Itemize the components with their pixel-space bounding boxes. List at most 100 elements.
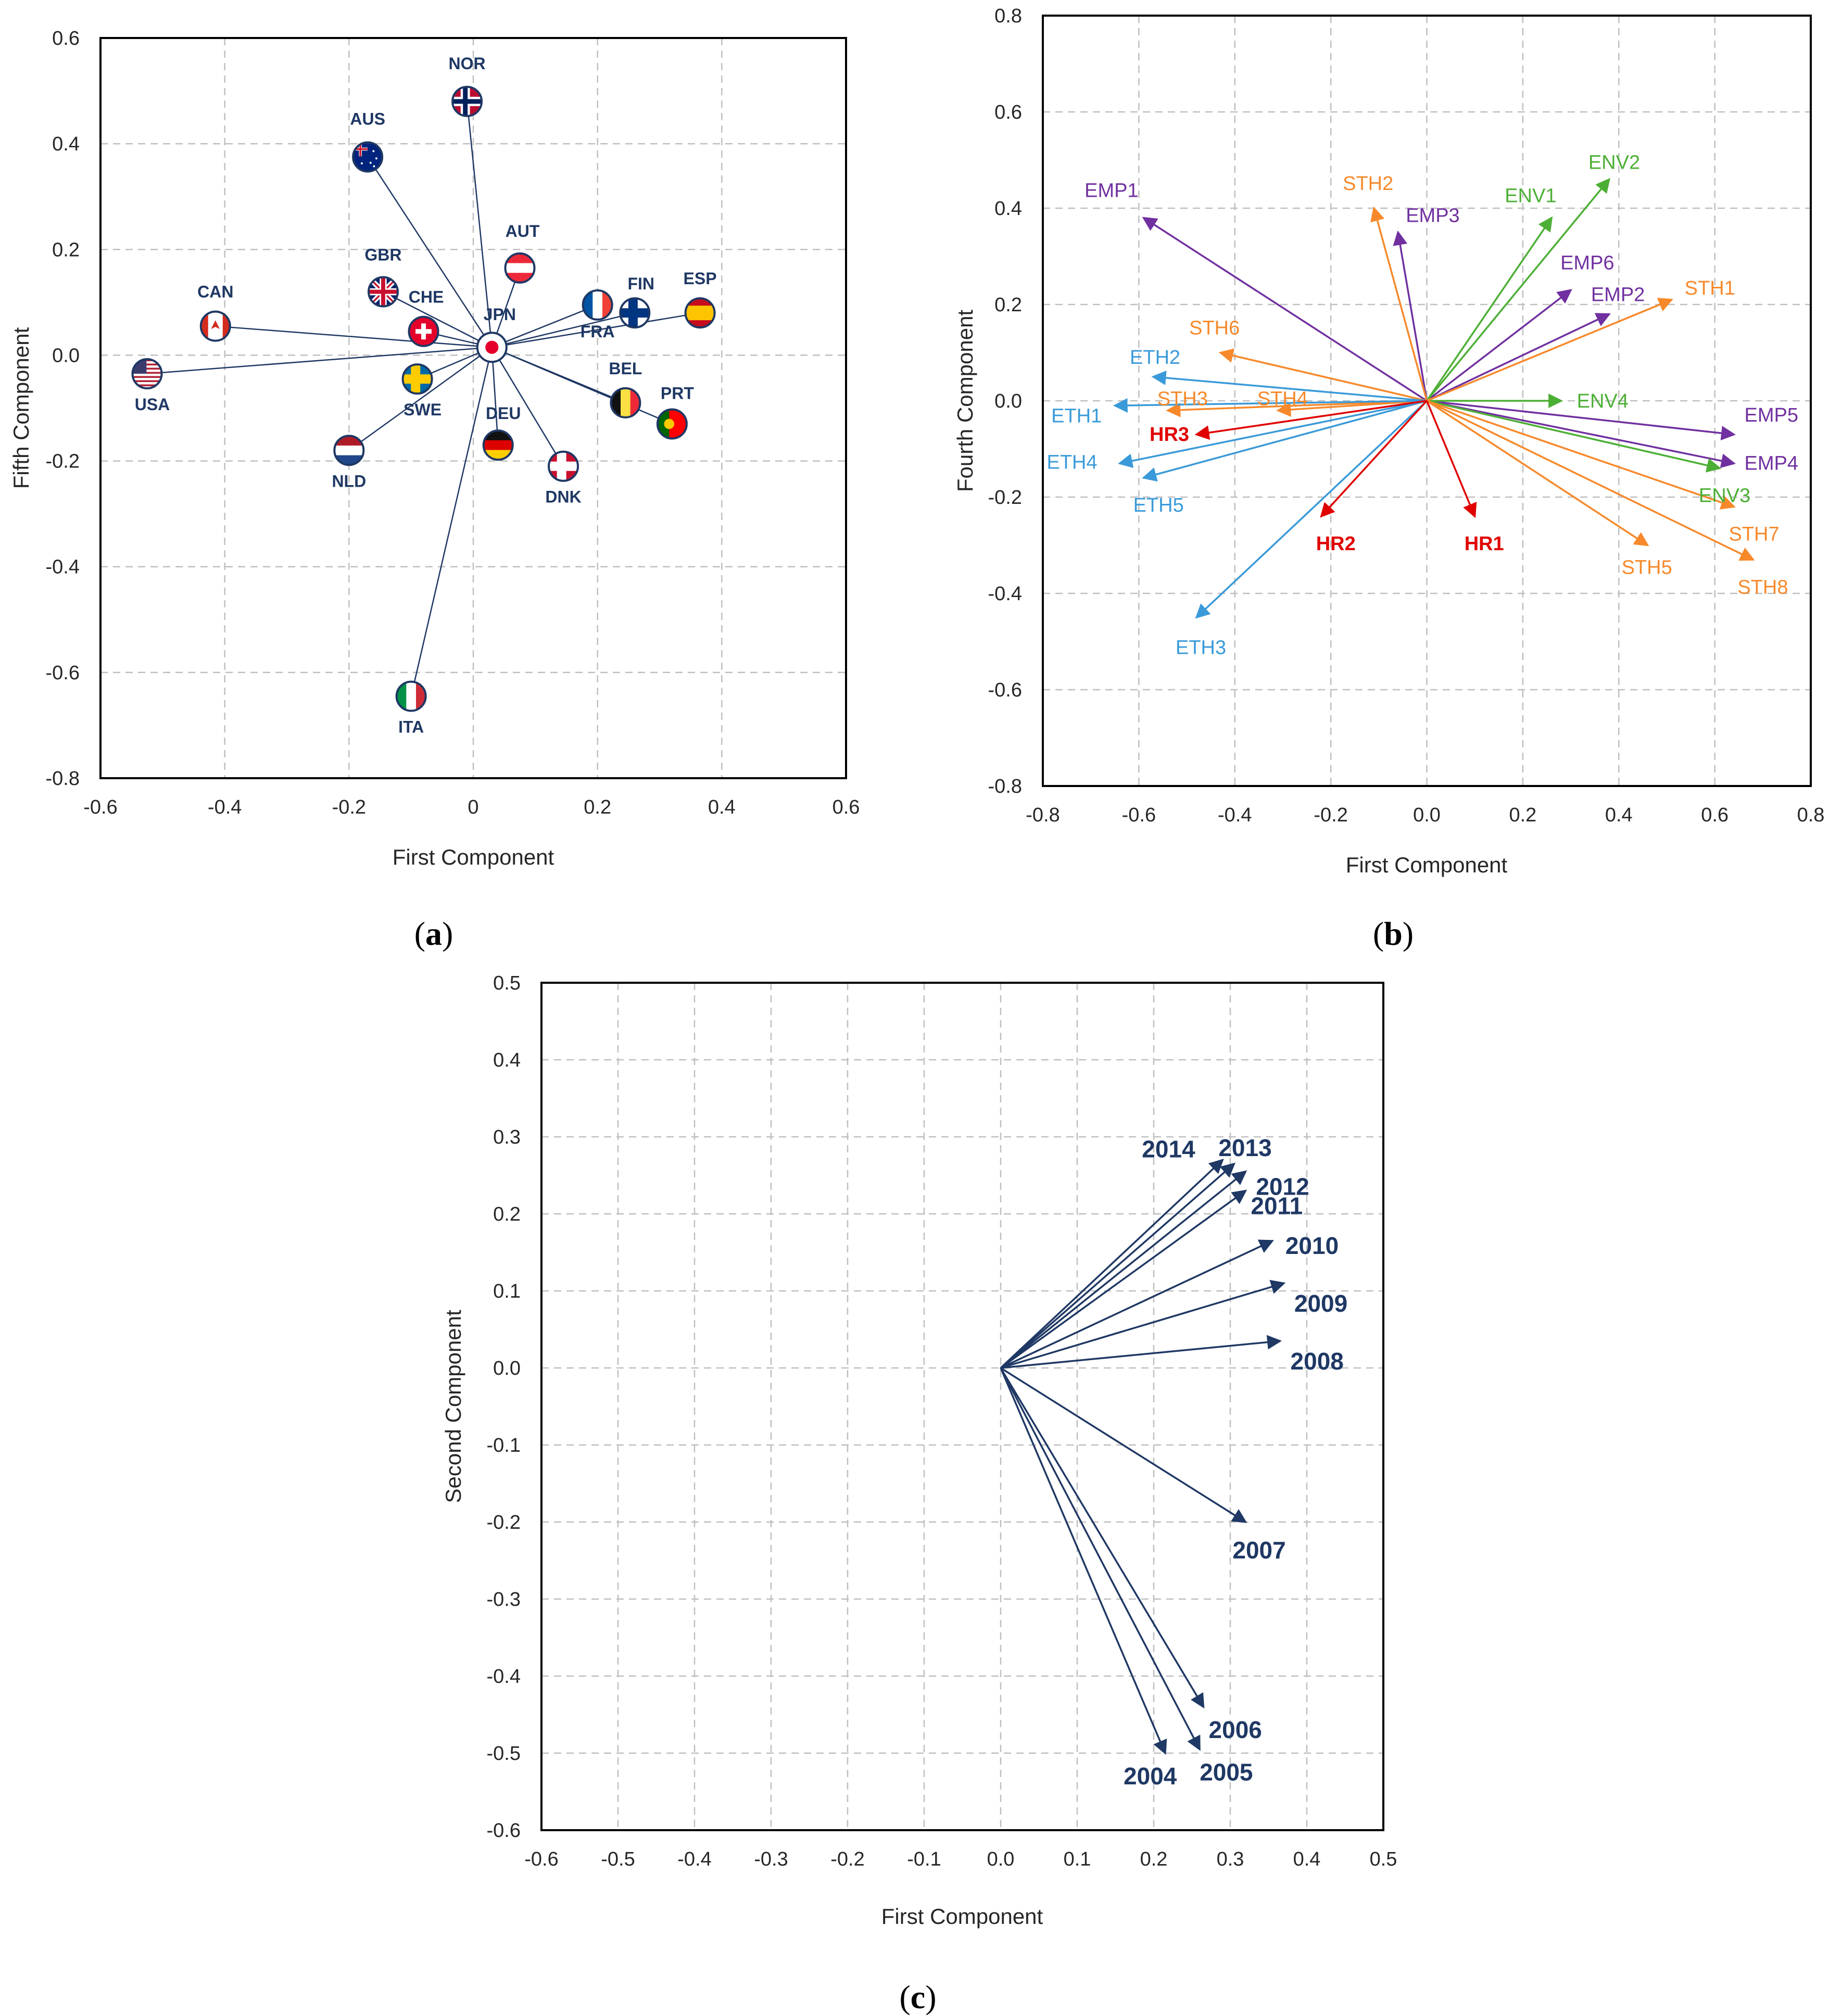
loading-arrow-sth1: [1426, 298, 1673, 402]
country-label-che: CHE: [409, 288, 444, 307]
country-label-esp: ESP: [684, 269, 717, 288]
country-label-bel: BEL: [609, 359, 642, 378]
country-label-can: CAN: [197, 283, 233, 301]
connector-prt: [491, 347, 673, 425]
year-label-2006: 2006: [1209, 1716, 1262, 1743]
panel-c-xtick: -0.3: [754, 1848, 788, 1870]
flag-marker-dnk: [548, 450, 579, 482]
year-arrow-2005: [1000, 1367, 1201, 1751]
loading-arrow-sth8: [1426, 400, 1755, 561]
loading-arrow-emp1: [1142, 217, 1428, 402]
flag-marker-swe: [401, 363, 433, 395]
panel-c-xtick: 0.0: [987, 1848, 1015, 1870]
panel-a-chart: NOR AUS AUT GBR CHE CAN JPN FRA FIN ESP USA SWE BEL P…: [9, 28, 860, 952]
panel-c-xtick: 0.3: [1217, 1848, 1244, 1870]
year-arrow-2012: [1000, 1170, 1247, 1369]
panel-b-xlabel: First Component: [1346, 853, 1508, 877]
panel-b-xtick: -0.4: [1218, 804, 1252, 826]
variable-label-eth3: ETH3: [1176, 637, 1226, 658]
loading-arrow-sth4: [1276, 400, 1427, 417]
country-label-ita: ITA: [398, 718, 424, 737]
loading-arrow-eth3: [1195, 400, 1428, 619]
connector-dnk: [491, 347, 564, 467]
connector-fra: [491, 304, 598, 348]
panel-a-xtick: 0.6: [832, 796, 860, 818]
connector-nor: [466, 101, 493, 348]
flag-marker-jpn: [476, 332, 508, 363]
variable-label-eth4: ETH4: [1047, 451, 1098, 473]
flag-marker-fin: [619, 297, 651, 329]
panel-b-xtick: 0.2: [1509, 804, 1536, 826]
loading-arrow-eth2: [1151, 370, 1427, 402]
variable-label-emp1: EMP1: [1084, 180, 1138, 202]
panel-a-ytick: -0.2: [46, 451, 80, 473]
year-label-2007: 2007: [1232, 1537, 1285, 1564]
variable-label-sth2: STH2: [1343, 173, 1393, 195]
connector-can: [215, 325, 492, 348]
panel-c-ytick: -0.5: [487, 1743, 521, 1765]
loading-arrow-hr2: [1320, 400, 1428, 518]
panel-b-frame: [1042, 15, 1812, 787]
variable-label-sth4: STH4: [1257, 388, 1308, 410]
country-label-prt: PRT: [661, 384, 694, 402]
panel-a-xtick: 0: [468, 796, 478, 818]
variable-label-sth8: STH8: [1737, 576, 1788, 598]
panel-a-ytick: -0.8: [46, 768, 80, 790]
variable-label-env2: ENV2: [1588, 152, 1640, 174]
connector-deu: [491, 347, 499, 446]
year-arrow-2010: [1000, 1239, 1275, 1369]
panel-c-xtick: 0.5: [1370, 1848, 1397, 1870]
variable-label-env3: ENV3: [1699, 485, 1750, 507]
panel-b-xtick: 0.6: [1701, 804, 1729, 826]
panel-a-frame: [99, 37, 847, 779]
variable-label-eth2: ETH2: [1130, 347, 1180, 369]
panel-a-ytick: 0.4: [52, 133, 80, 155]
panel-a-xtick: -0.6: [83, 796, 117, 818]
panel-c-ytick: -0.6: [487, 1820, 521, 1842]
year-label-2010: 2010: [1285, 1232, 1339, 1259]
country-label-gbr: GBR: [364, 246, 401, 264]
loading-arrow-env3: [1427, 400, 1722, 473]
year-label-2009: 2009: [1294, 1290, 1347, 1317]
flag-marker-esp: [684, 297, 716, 329]
panel-c-ytick: 0.3: [493, 1126, 521, 1148]
variable-label-emp5: EMP5: [1745, 404, 1798, 426]
country-label-aus: AUS: [350, 110, 385, 129]
year-label-2014: 2014: [1142, 1135, 1195, 1162]
panel-c-xtick: 0.1: [1064, 1848, 1091, 1870]
country-label-jpn: JPN: [484, 305, 516, 324]
variable-label-hr2: HR2: [1316, 533, 1356, 555]
loading-arrow-env2: [1426, 177, 1611, 402]
country-label-fra: FRA: [581, 322, 615, 341]
panel-c-xtick: -0.6: [524, 1848, 558, 1870]
year-arrow-2013: [1000, 1162, 1235, 1369]
connector-ita: [410, 347, 493, 696]
panel-b-xtick: -0.6: [1122, 804, 1156, 826]
country-label-aut: AUT: [506, 222, 540, 240]
panel-b-ylabel: Fourth Component: [953, 310, 977, 492]
connector-esp: [491, 312, 700, 348]
flag-marker-prt: [656, 408, 688, 440]
variable-label-env1: ENV1: [1505, 185, 1556, 207]
panel-b-xtick: -0.8: [1026, 804, 1059, 826]
year-arrow-2014: [1000, 1159, 1224, 1369]
flag-marker-usa: [131, 358, 163, 389]
flag-marker-aut: [504, 252, 536, 284]
loading-arrow-sth7: [1426, 400, 1736, 510]
year-label-2005: 2005: [1200, 1759, 1253, 1786]
variable-label-sth6: STH6: [1189, 318, 1240, 339]
flag-marker-che: [408, 315, 439, 347]
panel-b-xtick: -0.2: [1314, 804, 1347, 826]
variable-label-hr3: HR3: [1150, 424, 1189, 446]
loading-arrow-emp4: [1427, 400, 1736, 468]
panel-c-ytick: 0.2: [493, 1203, 521, 1225]
panel-b-ytick: -0.8: [988, 776, 1022, 797]
flag-marker-nor: [451, 85, 483, 117]
loading-arrow-eth1: [1113, 398, 1427, 413]
panel-a-xtick: 0.4: [708, 796, 736, 818]
panel-c-xtick: 0.4: [1293, 1848, 1321, 1870]
year-label-2012: 2012: [1256, 1173, 1309, 1200]
connector-nld: [348, 347, 493, 451]
panel-a-ylabel: Fifth Component: [9, 327, 33, 489]
variable-label-env4: ENV4: [1577, 390, 1629, 412]
